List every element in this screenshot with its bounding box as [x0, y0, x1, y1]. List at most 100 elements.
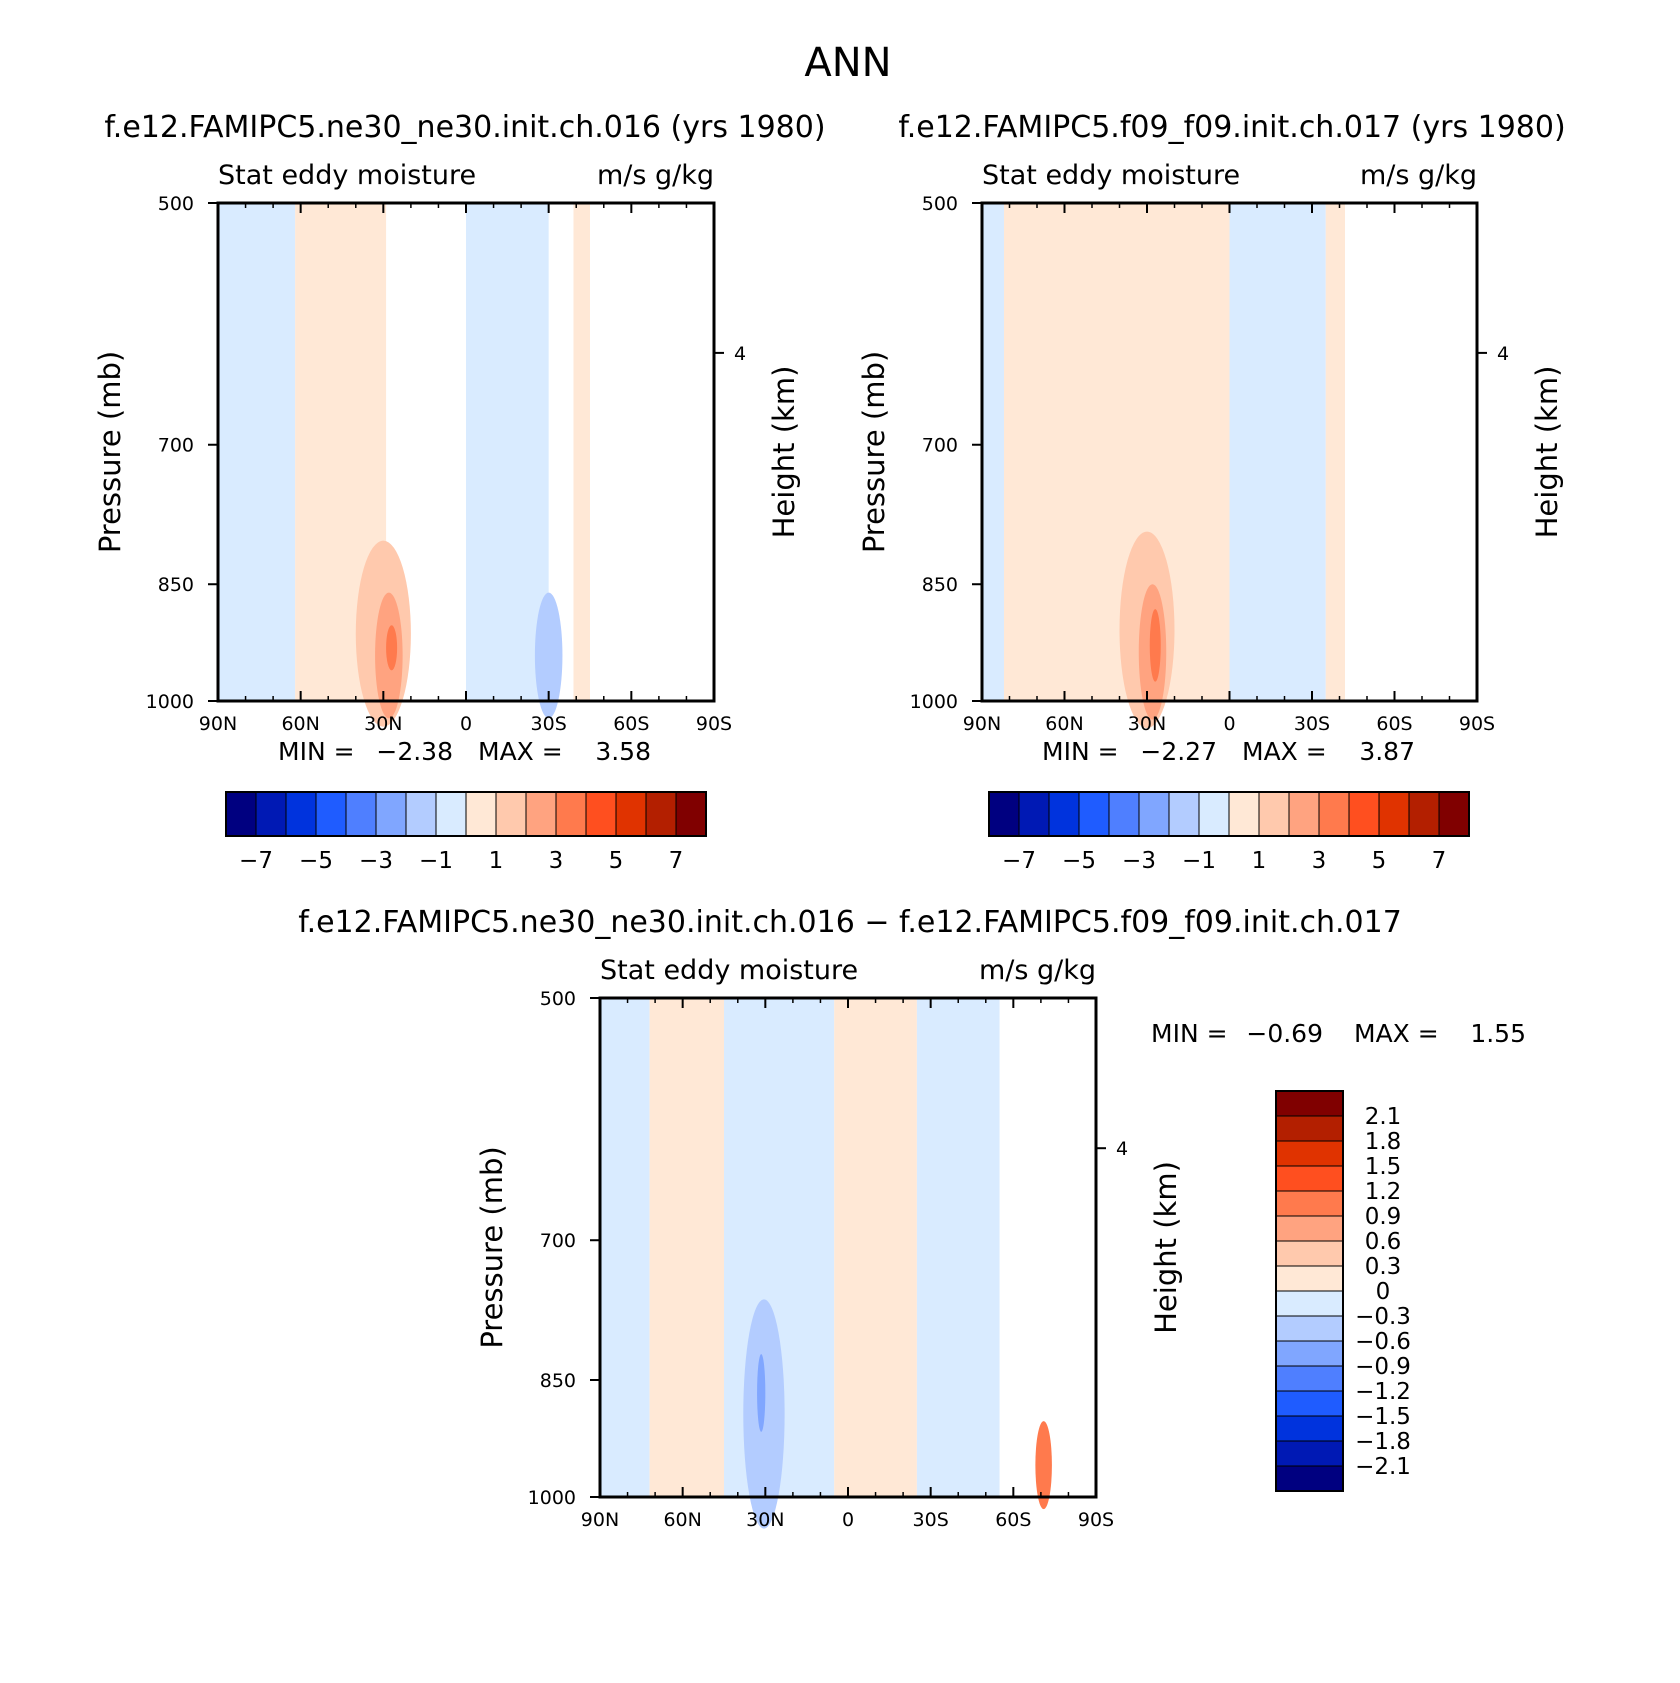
panel-difference: f.e12.FAMIPC5.ne30_ne30.init.ch.016 − f.… — [298, 905, 1526, 1531]
colorbar-swatch — [1048, 791, 1080, 837]
colorbar-label: −5 — [299, 848, 333, 874]
colorbar-swatch — [1258, 791, 1290, 837]
colorbar-swatch — [1275, 1190, 1344, 1217]
min-value: −2.27 — [1140, 737, 1217, 766]
y-tick-label: 700 — [540, 1230, 576, 1252]
colorbar-swatch — [525, 791, 557, 837]
y-tick-label: 850 — [540, 1370, 576, 1392]
x-tick-label: 60N — [1045, 713, 1083, 735]
colorbar-swatch — [1228, 791, 1260, 837]
colorbar-swatch — [1108, 791, 1140, 837]
colorbar-label: 0.9 — [1365, 1204, 1402, 1230]
x-tick-label: 30N — [1128, 713, 1166, 735]
x-tick-label: 0 — [842, 1509, 854, 1531]
colorbar-label: −1 — [419, 848, 453, 874]
colorbar-label: −0.3 — [1355, 1304, 1411, 1330]
contour-region — [916, 998, 1000, 1497]
colorbar-swatch — [1275, 1215, 1344, 1242]
colorbar-swatch — [1275, 1290, 1344, 1317]
colorbar-label: −1.5 — [1355, 1404, 1411, 1430]
panel-f09: f.e12.FAMIPC5.f09_f09.init.ch.017 (yrs 1… — [857, 110, 1566, 874]
right-axis-label: Height (km) — [1530, 366, 1564, 539]
min-label: MIN = — [1042, 737, 1119, 766]
contour-region — [1035, 1421, 1052, 1510]
max-label: MAX = — [478, 737, 563, 766]
colorbar-swatch — [1198, 791, 1230, 837]
y-tick-label: 500 — [540, 988, 576, 1010]
colorbar-label: −0.6 — [1355, 1329, 1411, 1355]
x-tick-label: 30N — [364, 713, 402, 735]
x-tick-label: 30S — [1294, 713, 1330, 735]
max-label: MAX = — [1354, 1019, 1439, 1048]
y-tick-label: 850 — [922, 574, 958, 596]
colorbar: −7 −5 −3 −1 1 3 5 7 — [225, 791, 707, 874]
x-tick-label: 0 — [1223, 713, 1235, 735]
min-value: −2.38 — [376, 737, 453, 766]
max-value: 3.87 — [1359, 737, 1415, 766]
contour-region — [1149, 609, 1161, 682]
y-axis-label: Pressure (mb) — [475, 1146, 509, 1348]
y-tick-label: 500 — [158, 193, 194, 215]
max-label: MAX = — [1242, 737, 1327, 766]
x-tick-label: 30S — [913, 1509, 949, 1531]
x-tick-label: 60S — [995, 1509, 1031, 1531]
colorbar-label: −2.1 — [1355, 1454, 1411, 1480]
colorbar-label: 1 — [1252, 848, 1267, 874]
colorbar-swatch — [1378, 791, 1410, 837]
colorbar-swatch — [255, 791, 287, 837]
colorbar-frame — [988, 791, 1470, 837]
units-label: m/s g/kg — [597, 160, 714, 191]
panel-ne30: f.e12.FAMIPC5.ne30_ne30.init.ch.016 (yrs… — [93, 110, 826, 874]
y-axis-label: Pressure (mb) — [857, 351, 891, 553]
colorbar-swatch — [1275, 1340, 1344, 1367]
colorbar-swatch — [1078, 791, 1110, 837]
colorbar-swatch — [1138, 791, 1170, 837]
right-tick-label: 4 — [1116, 1138, 1128, 1160]
colorbar-swatch — [1288, 791, 1320, 837]
colorbar-swatch — [285, 791, 317, 837]
colorbar-swatch — [675, 791, 707, 837]
colorbar: −7 −5 −3 −1 1 3 5 7 — [988, 791, 1470, 874]
x-tick-label: 90S — [1459, 713, 1495, 735]
units-label: m/s g/kg — [979, 955, 1096, 986]
colorbar-label: −0.9 — [1355, 1354, 1411, 1380]
colorbar-swatch — [1275, 1090, 1344, 1117]
right-tick-label: 4 — [1497, 343, 1509, 365]
y-tick-label: 1000 — [528, 1487, 576, 1509]
colorbar-swatch — [495, 791, 527, 837]
colorbar-swatch — [1168, 791, 1200, 837]
colorbar-label: 5 — [1372, 848, 1387, 874]
colorbar-swatch — [1275, 1165, 1344, 1192]
colorbar: 2.11.81.51.20.90.60.30−0.3−0.6−0.9−1.2−1… — [1275, 1090, 1411, 1492]
y-tick-label: 850 — [158, 574, 194, 596]
colorbar-label: 3 — [1312, 848, 1327, 874]
colorbar-swatch — [1275, 1315, 1344, 1342]
colorbar-swatch — [465, 791, 497, 837]
colorbar-swatch — [1275, 1240, 1344, 1267]
contour-region — [1229, 203, 1326, 701]
x-axis: 90N 60N 30N 0 30S 60S 90S — [963, 203, 1495, 735]
colorbar-swatch — [1275, 1440, 1344, 1467]
colorbar-label: −3 — [1122, 848, 1156, 874]
y-axis: 500 700 850 1000 — [528, 988, 600, 1509]
contour-region — [218, 203, 296, 701]
colorbar-label: 0.6 — [1365, 1229, 1402, 1255]
min-label: MIN = — [1151, 1019, 1228, 1048]
contour-field — [982, 203, 1345, 729]
colorbar-swatch — [1318, 791, 1350, 837]
y-axis: 500 700 850 1000 — [910, 193, 982, 713]
colorbar-swatch — [225, 791, 257, 837]
x-tick-label: 60N — [281, 713, 319, 735]
colorbar-label: 0 — [1376, 1279, 1391, 1305]
colorbar-frame — [1275, 1090, 1344, 1492]
contour-region — [834, 998, 917, 1497]
colorbar-swatch — [1275, 1365, 1344, 1392]
x-tick-label: 30S — [531, 713, 567, 735]
colorbar-swatch — [345, 791, 377, 837]
colorbar-label: 5 — [609, 848, 624, 874]
x-tick-label: 90N — [963, 713, 1001, 735]
contour-region — [649, 998, 724, 1497]
y-axis-label: Pressure (mb) — [93, 351, 127, 553]
min-value: −0.69 — [1246, 1019, 1323, 1048]
